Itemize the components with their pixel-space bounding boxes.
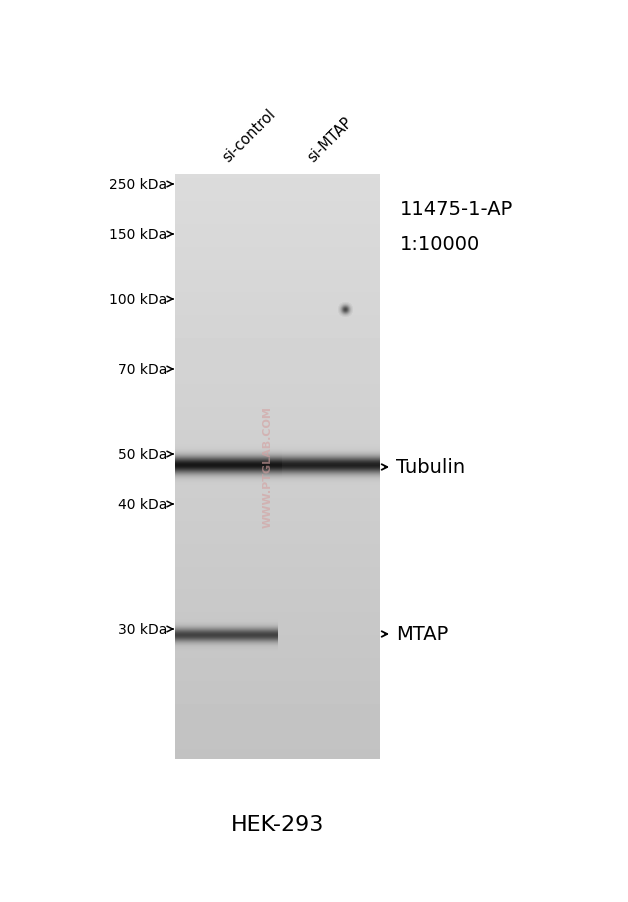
- Text: 150 kDa: 150 kDa: [109, 227, 167, 242]
- Text: 70 kDa: 70 kDa: [117, 363, 167, 376]
- Text: 250 kDa: 250 kDa: [109, 178, 167, 192]
- Text: si-control: si-control: [219, 106, 278, 165]
- Text: 11475-1-AP: 11475-1-AP: [400, 200, 513, 219]
- Text: WWW.PTGLAB.COM: WWW.PTGLAB.COM: [263, 406, 273, 528]
- Text: Tubulin: Tubulin: [396, 458, 465, 477]
- Text: si-MTAP: si-MTAP: [305, 115, 355, 165]
- Text: 30 kDa: 30 kDa: [117, 622, 167, 636]
- Text: 40 kDa: 40 kDa: [117, 497, 167, 511]
- Text: 1:10000: 1:10000: [400, 235, 480, 254]
- Text: 100 kDa: 100 kDa: [109, 292, 167, 307]
- Text: HEK-293: HEK-293: [231, 815, 324, 834]
- Text: MTAP: MTAP: [396, 625, 448, 644]
- Text: 50 kDa: 50 kDa: [117, 447, 167, 462]
